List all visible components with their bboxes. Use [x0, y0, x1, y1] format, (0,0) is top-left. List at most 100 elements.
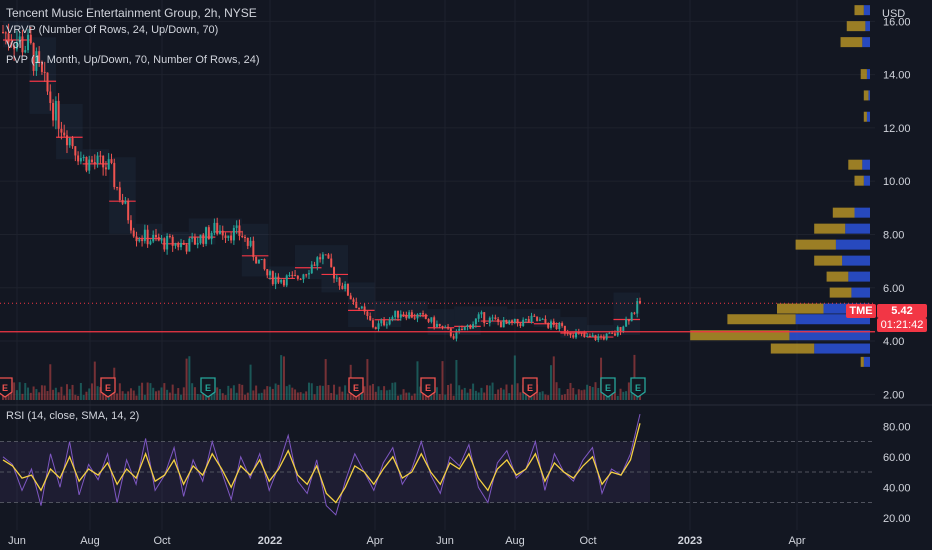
candle-body: [40, 61, 43, 72]
candle-body: [60, 128, 63, 133]
pvp-box: [401, 301, 428, 320]
volume-bar: [513, 355, 516, 400]
vp-row-down: [690, 330, 790, 341]
indicator-vol-label[interactable]: Vol: [6, 39, 22, 51]
time-tick-label: Jun: [8, 535, 26, 547]
candle-body: [536, 316, 539, 321]
candle-body: [474, 318, 477, 325]
volume-bar: [269, 386, 272, 400]
volume-bar: [419, 386, 422, 400]
volume-bar: [216, 387, 219, 400]
candle-body: [408, 312, 411, 319]
volume-bar: [480, 387, 483, 400]
candle-body: [527, 318, 530, 322]
candle-body: [346, 283, 349, 296]
volume-bar: [63, 395, 66, 400]
volume-bar: [588, 385, 591, 400]
candle-body: [524, 318, 527, 320]
candle-body: [269, 271, 272, 276]
candle-body: [113, 162, 116, 188]
time-tick-label: Oct: [579, 535, 596, 547]
candle-body: [355, 301, 358, 308]
volume-bar: [60, 386, 63, 400]
time-axis[interactable]: Jun Aug Oct 2022 Apr Jun Aug Oct 2023 Apr: [8, 535, 806, 547]
volume-bar: [18, 382, 21, 400]
candle-body: [135, 236, 138, 242]
volume-bar: [82, 394, 85, 400]
volume-bar: [639, 394, 641, 400]
candle-body: [38, 51, 41, 62]
candle-body: [263, 259, 266, 270]
candle-body: [54, 100, 57, 121]
candle-body: [566, 332, 569, 334]
candle-body: [416, 314, 419, 319]
volume-bar: [483, 392, 486, 400]
candle-body: [494, 317, 497, 320]
vp-row-down: [829, 287, 852, 298]
volume-bar: [458, 385, 461, 400]
vp-row-up: [866, 111, 870, 122]
price-tick-label: 6.00: [883, 283, 904, 295]
rsi-tick-label: 60.00: [883, 452, 911, 464]
candle-body: [458, 328, 461, 331]
candle-body: [549, 321, 552, 328]
candle-body: [530, 315, 533, 322]
volume-bar: [625, 391, 628, 400]
candle-body: [374, 327, 377, 330]
volume-bar: [566, 389, 569, 400]
candle-body: [271, 271, 274, 285]
volume-bars: [2, 354, 641, 400]
volume-bar: [35, 389, 38, 400]
candle-body: [460, 328, 463, 331]
candle-body: [68, 138, 71, 146]
candle-body: [463, 326, 466, 331]
rsi-label[interactable]: RSI (14, close, SMA, 14, 2): [6, 410, 140, 422]
vp-row-down: [863, 90, 869, 101]
indicator-vrvp-label[interactable]: VRVP (Number Of Rows, 24, Up/Down, 70): [6, 24, 219, 36]
volume-bar: [143, 394, 146, 400]
chart-title[interactable]: Tencent Music Entertainment Group, 2h, N…: [6, 6, 257, 20]
vp-row-down: [826, 271, 849, 282]
vp-row-down: [854, 175, 864, 186]
candle-body: [294, 274, 297, 276]
volume-bar: [85, 391, 88, 400]
price-axis[interactable]: 2.00 4.00 6.00 8.00 10.00 12.00 14.00 16.00: [883, 16, 911, 401]
candle-body: [210, 232, 213, 240]
earnings-icon: [200, 377, 216, 398]
candle-body: [15, 42, 18, 50]
volume-bar: [455, 359, 458, 400]
candle-body: [277, 276, 280, 283]
rsi-axis[interactable]: 20.00 40.00 60.00 80.00: [883, 421, 911, 525]
volume-bar: [563, 394, 566, 400]
rsi-ma-line: [2, 423, 641, 504]
volume-bar: [129, 388, 132, 400]
candle-body: [146, 229, 149, 245]
candle-body: [352, 299, 355, 302]
volume-bar: [558, 388, 561, 400]
candle-body: [522, 319, 525, 327]
candle-body: [358, 307, 361, 309]
rsi-lines: [2, 413, 641, 516]
volume-bar: [46, 390, 49, 400]
vp-row-down: [727, 314, 796, 325]
volume-bar: [602, 394, 605, 400]
pvp-box: [188, 218, 216, 245]
candle-body: [227, 235, 230, 239]
candle-body: [575, 332, 578, 338]
volume-bar: [591, 387, 594, 400]
volume-bar: [227, 385, 230, 400]
volume-bar: [433, 388, 436, 400]
candle-body: [380, 320, 383, 324]
indicator-pvp-label[interactable]: PVP (1, Month, Up/Down, 70, Number Of Ro…: [6, 54, 260, 66]
vp-row-down: [814, 255, 843, 266]
volume-bar: [157, 390, 160, 400]
price-tick-label: 8.00: [883, 229, 904, 241]
candle-body: [221, 230, 224, 236]
volume-bar: [627, 382, 630, 400]
volume-bar: [238, 383, 241, 400]
candle-body: [488, 317, 491, 324]
candle-body: [124, 201, 127, 204]
volume-bar: [127, 391, 130, 400]
